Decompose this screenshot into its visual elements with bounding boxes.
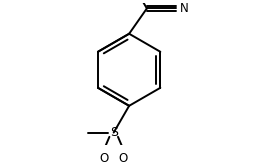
Text: N: N (180, 2, 188, 15)
Text: S: S (110, 126, 118, 139)
Text: O: O (100, 152, 109, 165)
Text: O: O (119, 152, 128, 165)
